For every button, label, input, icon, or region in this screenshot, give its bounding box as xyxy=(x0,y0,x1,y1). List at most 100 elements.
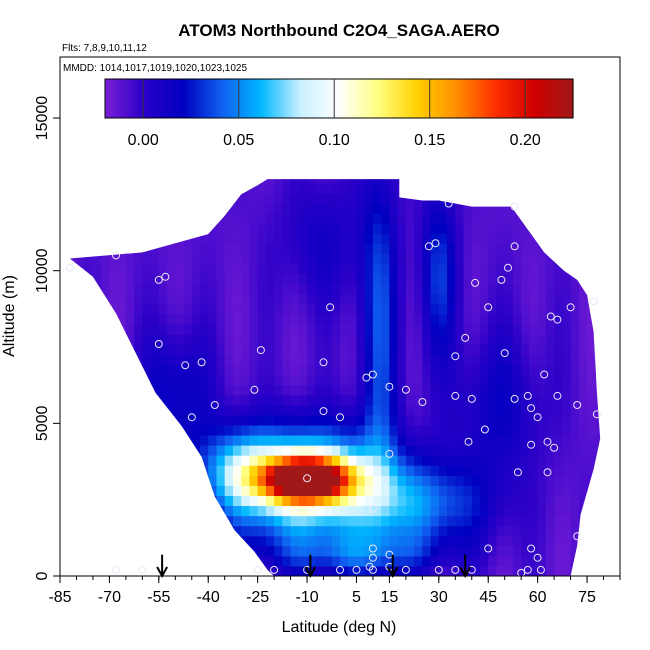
field-cell xyxy=(60,324,69,335)
field-cell xyxy=(167,213,176,224)
field-cell xyxy=(405,203,415,214)
field-cell xyxy=(414,455,423,466)
field-cell xyxy=(430,465,440,476)
field-cell xyxy=(529,213,539,224)
field-cell xyxy=(488,374,498,386)
field-cell xyxy=(216,485,226,496)
field-cell xyxy=(389,495,399,507)
field-cell xyxy=(315,273,325,285)
field-cell xyxy=(578,384,588,396)
field-cell xyxy=(331,203,341,214)
field-cell xyxy=(298,404,308,416)
field-cell xyxy=(216,414,226,426)
field-cell xyxy=(595,374,601,386)
field-cell xyxy=(125,424,135,436)
field-cell xyxy=(101,485,111,496)
field-cell xyxy=(191,324,201,335)
field-cell xyxy=(612,546,621,557)
field-cell xyxy=(92,525,102,537)
field-cell xyxy=(315,475,325,486)
field-cell xyxy=(274,515,283,527)
sample-point xyxy=(368,553,377,562)
field-cell xyxy=(372,213,382,224)
field-cell xyxy=(595,314,601,325)
colorbar-cell xyxy=(417,79,422,118)
field-cell xyxy=(529,293,539,305)
field-cell xyxy=(480,485,489,496)
field-cell xyxy=(265,203,275,214)
field-cell xyxy=(414,394,423,406)
field-cell xyxy=(307,233,316,245)
field-cell xyxy=(249,505,259,517)
field-cell xyxy=(422,414,432,426)
field-cell xyxy=(92,314,102,325)
field-cell xyxy=(257,344,267,355)
field-cell xyxy=(216,324,226,335)
field-cell xyxy=(224,545,234,557)
field-cell xyxy=(84,394,94,406)
colorbar-cell xyxy=(315,79,320,118)
colorbar-cell xyxy=(362,79,366,118)
field-cell xyxy=(158,283,168,295)
field-cell xyxy=(488,434,498,446)
field-cell xyxy=(216,253,226,265)
field-cell xyxy=(389,535,399,547)
field-cell xyxy=(488,384,498,396)
field-cell xyxy=(471,495,481,507)
colorbar-cell xyxy=(286,79,290,118)
field-cell xyxy=(447,384,456,396)
field-cell xyxy=(512,334,522,345)
field-cell xyxy=(183,434,193,446)
field-cell xyxy=(167,324,176,335)
field-cell xyxy=(282,293,292,305)
field-cell xyxy=(381,565,391,576)
field-cell xyxy=(397,505,407,517)
field-cell xyxy=(101,314,111,325)
field-cell xyxy=(249,414,259,426)
field-cell xyxy=(389,465,399,476)
colorbar-cell xyxy=(426,79,431,118)
field-cell xyxy=(167,394,176,406)
field-cell xyxy=(496,283,506,295)
field-cell xyxy=(348,354,358,366)
field-cell xyxy=(150,525,160,537)
field-cell xyxy=(496,394,506,406)
field-cell xyxy=(158,203,168,214)
field-cell xyxy=(471,303,481,315)
x-tick-label: 5 xyxy=(352,589,361,606)
field-cell xyxy=(578,303,588,315)
field-cell xyxy=(315,233,325,245)
field-cell xyxy=(381,445,391,456)
field-cell xyxy=(101,253,111,265)
field-cell xyxy=(348,253,358,265)
field-cell xyxy=(578,505,588,517)
field-cell xyxy=(430,193,440,204)
colorbar-cell xyxy=(552,79,557,118)
field-cell xyxy=(200,374,209,386)
field-cell xyxy=(265,273,275,285)
field-cell xyxy=(348,243,358,255)
field-cell xyxy=(471,203,481,214)
field-cell xyxy=(480,344,489,355)
field-cell xyxy=(455,465,465,476)
field-cell xyxy=(331,495,341,507)
field-cell xyxy=(364,525,374,537)
field-cell xyxy=(496,334,506,345)
field-cell xyxy=(570,374,580,386)
field-cell xyxy=(92,394,102,406)
field-cell xyxy=(249,303,259,315)
field-cell xyxy=(76,273,86,285)
field-cell xyxy=(545,505,555,517)
field-cell xyxy=(612,526,621,537)
field-cell xyxy=(414,465,423,476)
field-cell xyxy=(224,354,234,366)
field-cell xyxy=(438,324,448,335)
field-cell xyxy=(125,404,135,416)
colorbar-cell xyxy=(432,79,437,118)
sample-point xyxy=(513,468,522,477)
field-cell xyxy=(200,434,209,446)
field-cell xyxy=(488,465,498,476)
field-cell xyxy=(307,535,316,547)
field-cell xyxy=(455,485,465,496)
